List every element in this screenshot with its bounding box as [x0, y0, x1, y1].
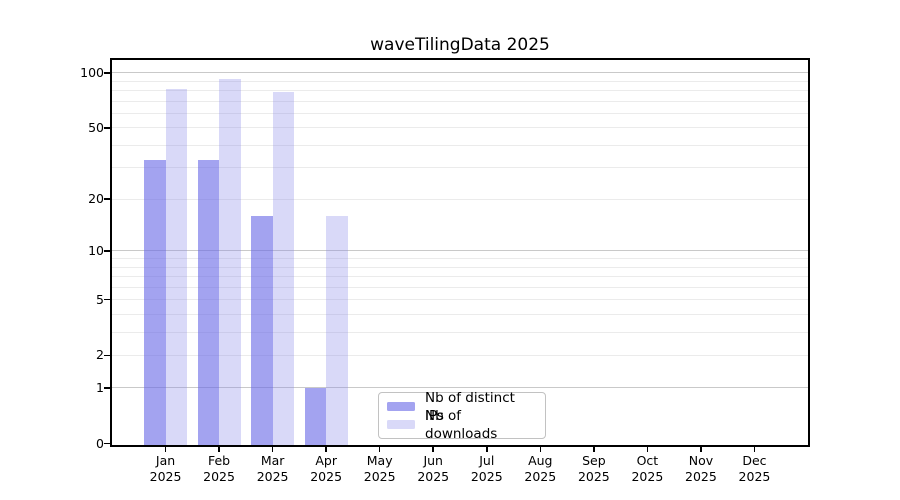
y-axis-tick-label: 100: [80, 64, 104, 80]
x-axis-tick-label: Feb 2025: [203, 453, 235, 484]
bar-downloads: [165, 88, 188, 445]
x-axis-tick-label: Dec 2025: [738, 453, 771, 484]
x-axis-tick-label: Jul 2025: [470, 453, 503, 484]
minor-gridline: [112, 80, 808, 82]
x-axis-tick-label: May 2025: [363, 453, 396, 484]
legend-label: Nb of downloads: [425, 407, 498, 442]
x-axis-tick-label: Aug 2025: [524, 453, 557, 484]
x-tick-mark: [218, 447, 220, 452]
y-tick-mark: [104, 442, 110, 445]
minor-gridline: [112, 313, 808, 315]
minor-gridline: [112, 167, 808, 169]
legend-label: Nb of distinct IPs: [425, 389, 515, 424]
legend-entry: Nb of downloads: [387, 408, 537, 442]
y-tick-mark: [104, 72, 110, 74]
y-axis-tick-label: 50: [88, 119, 104, 135]
minor-gridline: [112, 286, 808, 288]
minor-gridline: [112, 258, 808, 260]
legend-swatch: [387, 401, 415, 412]
minor-gridline: [112, 90, 808, 92]
minor-gridline: [112, 127, 808, 129]
minor-gridline: [112, 266, 808, 268]
x-axis-tick-label: Jan 2025: [149, 453, 182, 484]
x-tick-mark: [646, 447, 649, 452]
y-axis-tick-label: 10: [88, 242, 104, 258]
minor-gridline: [112, 331, 808, 333]
x-tick-mark: [539, 447, 542, 452]
x-axis-tick-label: Nov 2025: [685, 453, 717, 484]
chart-title: waveTilingData 2025: [370, 35, 550, 55]
x-tick-mark: [700, 447, 702, 452]
legend-swatch: [387, 419, 415, 430]
x-tick-mark: [486, 447, 488, 452]
bar-distinct-ips: [197, 160, 220, 445]
y-axis-tick-label: 5: [96, 291, 104, 307]
minor-gridline: [112, 112, 808, 114]
major-gridline: [112, 387, 808, 389]
y-tick-mark: [104, 354, 110, 357]
plot-border: [110, 58, 810, 447]
x-tick-mark: [164, 447, 167, 452]
bar-downloads: [219, 78, 241, 445]
x-tick-mark: [753, 447, 756, 452]
major-gridline: [112, 250, 808, 252]
minor-gridline: [112, 276, 808, 278]
y-tick-mark: [104, 250, 110, 252]
legend: Nb of distinct IPs Nb of downloads: [378, 390, 546, 442]
minor-gridline: [112, 299, 808, 301]
x-axis-tick-label: Mar 2025: [256, 453, 289, 484]
minor-gridline: [112, 144, 808, 146]
y-axis-tick-label: 2: [96, 347, 104, 363]
x-axis-tick-label: Apr 2025: [310, 453, 343, 484]
y-axis-tick-label: 1: [96, 379, 104, 395]
bar-downloads: [326, 215, 348, 445]
x-axis-tick-label: Jun 2025: [417, 453, 450, 484]
minor-gridline: [112, 100, 808, 102]
y-tick-mark: [104, 127, 110, 129]
x-tick-mark: [378, 447, 381, 452]
bar-downloads: [272, 91, 295, 445]
minor-gridline: [112, 198, 808, 200]
legend-entry: Nb of distinct IPs: [387, 390, 537, 424]
y-tick-mark: [104, 198, 110, 200]
bar-distinct-ips: [144, 160, 166, 445]
y-axis-tick-label: 20: [88, 191, 104, 207]
x-tick-mark: [432, 447, 434, 452]
x-tick-mark: [593, 447, 595, 452]
y-axis-tick-label: 0: [96, 435, 104, 451]
minor-gridline: [112, 354, 808, 356]
x-axis-tick-label: Oct 2025: [631, 453, 664, 484]
y-tick-mark: [104, 387, 110, 389]
x-tick-mark: [325, 447, 327, 452]
bar-distinct-ips: [304, 387, 327, 445]
y-tick-mark: [104, 298, 110, 301]
bar-distinct-ips: [251, 215, 273, 445]
major-gridline: [112, 72, 808, 74]
x-axis-tick-label: Sep 2025: [577, 453, 610, 484]
x-tick-mark: [271, 447, 274, 452]
